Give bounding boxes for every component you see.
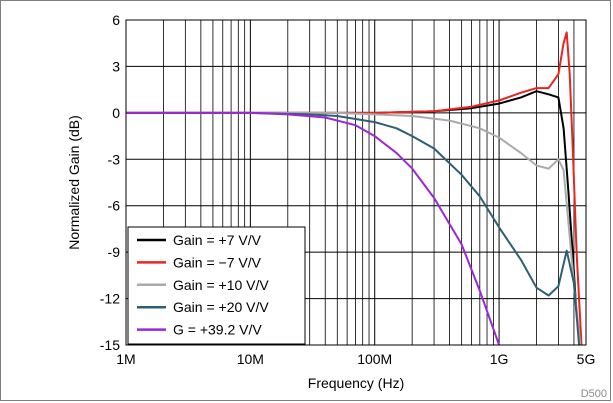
y-tick-label: -9	[108, 244, 121, 260]
series-line-2	[126, 31, 583, 345]
legend-entry-4: Gain = +20 V/V	[173, 299, 269, 315]
legend-entry-3: Gain = +10 V/V	[173, 277, 269, 293]
y-tick-label: -15	[100, 337, 120, 353]
plot-area-border	[125, 19, 587, 346]
y-tick-label: -12	[100, 291, 120, 307]
y-tick-label: 0	[112, 105, 120, 121]
y-tick-label: 6	[112, 12, 120, 28]
series-layer	[126, 31, 583, 345]
x-tick-label: 100M	[357, 351, 392, 367]
y-tick-label: 3	[112, 58, 120, 74]
x-tick-label: 1M	[116, 351, 135, 367]
series-line-4	[126, 111, 581, 345]
series-line-5	[126, 111, 501, 345]
legend: Gain = +7 V/V Gain = −7 V/V Gain = +10 V/V…	[127, 226, 306, 345]
x-tick-label: 10M	[237, 351, 264, 367]
x-tick-label: 1G	[490, 351, 509, 367]
tick-labels: 1M 10M 100M 1G 5G 6 3 0 -3 -6 -9 -12 -15	[100, 12, 596, 367]
figure-id-annotation: D500	[581, 388, 607, 400]
x-tick-label: 5G	[577, 351, 596, 367]
y-axis-label: Normalized Gain (dB)	[66, 115, 82, 250]
x-axis-label: Frequency (Hz)	[308, 375, 404, 391]
legend-entry-5: G = +39.2 V/V	[173, 322, 262, 338]
y-tick-label: -6	[108, 198, 121, 214]
series-line-3	[126, 111, 582, 345]
legend-entry-1: Gain = +7 V/V	[173, 232, 262, 248]
legend-entry-2: Gain = −7 V/V	[173, 254, 262, 270]
y-tick-label: -3	[108, 151, 121, 167]
